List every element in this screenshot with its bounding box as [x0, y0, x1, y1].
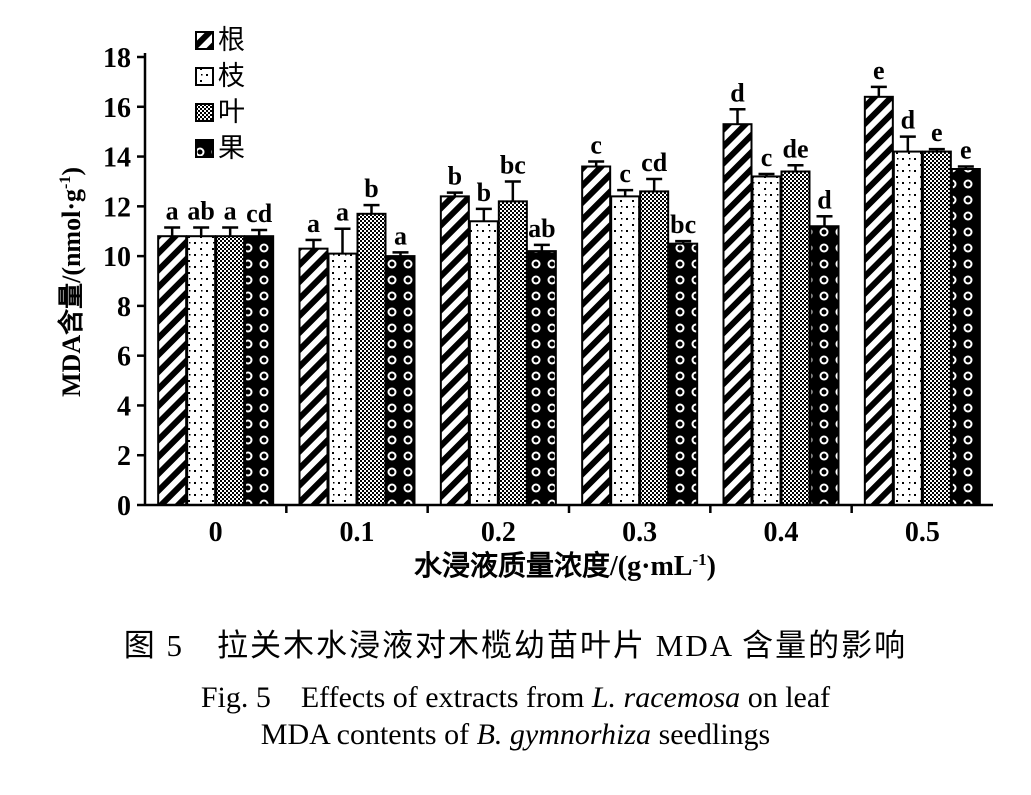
- bar: [298, 247, 329, 506]
- legend-label: 根: [218, 25, 245, 55]
- x-tick-label: 0.2: [481, 517, 516, 548]
- y-tick-label: 18: [103, 43, 131, 74]
- significance-label: c: [590, 131, 602, 160]
- legend-swatch: [195, 67, 214, 86]
- y-tick-label: 8: [117, 292, 131, 323]
- bar: [921, 150, 952, 506]
- significance-label: d: [730, 78, 745, 107]
- significance-label: c: [761, 143, 773, 172]
- figure-caption-en-line1: Fig. 5 Effects of extracts from L. racem…: [200, 681, 831, 714]
- bar: [950, 168, 981, 506]
- bar: [722, 123, 753, 506]
- significance-label: b: [364, 174, 378, 203]
- bar: [780, 170, 811, 506]
- x-tick-label: 0: [209, 517, 223, 548]
- y-tick-label: 0: [117, 491, 131, 522]
- bar: [581, 165, 612, 506]
- x-tick-label: 0.4: [764, 517, 799, 548]
- bar: [809, 225, 840, 506]
- significance-label: cd: [641, 148, 668, 177]
- x-tick-label: 0.5: [905, 517, 940, 548]
- y-tick-label: 16: [103, 93, 131, 124]
- bar: [639, 190, 670, 506]
- bar: [668, 242, 699, 507]
- significance-label: a: [394, 221, 407, 250]
- y-tick-label: 2: [117, 441, 131, 472]
- significance-label: e: [960, 136, 972, 165]
- y-tick-label: 6: [117, 342, 131, 373]
- significance-label: ab: [528, 214, 555, 243]
- bar: [468, 220, 499, 506]
- bar: [157, 235, 188, 506]
- figure-caption-cn: 图 5 拉关木水浸液对木榄幼苗叶片 MDA 含量的影响: [123, 628, 908, 663]
- legend-label: 叶: [218, 97, 245, 127]
- bar: [497, 200, 528, 506]
- legend-label: 枝: [218, 61, 245, 91]
- bar: [327, 252, 358, 506]
- bar: [892, 150, 923, 506]
- significance-label: d: [817, 185, 832, 214]
- x-tick-label: 0.1: [340, 517, 375, 548]
- y-tick-label: 10: [103, 242, 131, 273]
- significance-label: bc: [500, 150, 526, 179]
- legend-swatch: [195, 31, 214, 50]
- significance-label: de: [783, 134, 809, 163]
- bar: [610, 195, 641, 506]
- significance-label: a: [224, 196, 237, 225]
- significance-label: a: [307, 209, 320, 238]
- legend-swatch: [195, 103, 214, 122]
- legend-label: 果: [218, 133, 245, 163]
- significance-label: b: [477, 178, 491, 207]
- figure-caption-en-line2: MDA contents of B. gymnorhiza seedlings: [260, 718, 771, 751]
- x-axis-label: 水浸液质量浓度/(g·mL-1): [414, 550, 716, 582]
- y-tick-label: 14: [103, 143, 131, 174]
- significance-label: cd: [246, 199, 273, 228]
- significance-label: e: [931, 118, 943, 147]
- bar: [439, 195, 470, 506]
- significance-label: d: [901, 106, 916, 135]
- y-axis-label: MDA含量/(nmol·g-1): [56, 167, 86, 397]
- significance-label: a: [336, 198, 349, 227]
- significance-label: e: [873, 56, 885, 85]
- y-tick-label: 12: [103, 192, 131, 223]
- significance-label: c: [619, 159, 631, 188]
- bar: [526, 250, 557, 506]
- significance-label: ab: [187, 196, 214, 225]
- bar: [385, 255, 416, 506]
- y-tick-label: 4: [117, 391, 131, 422]
- bar: [356, 212, 387, 507]
- significance-label: b: [448, 162, 462, 191]
- bar: [244, 235, 275, 506]
- bar: [215, 235, 246, 506]
- legend-swatch: [195, 139, 214, 158]
- bar: [186, 235, 217, 506]
- significance-label: a: [166, 196, 179, 225]
- bar: [863, 95, 894, 506]
- bar: [751, 175, 782, 506]
- x-tick-label: 0.3: [622, 517, 657, 548]
- significance-label: bc: [670, 210, 696, 239]
